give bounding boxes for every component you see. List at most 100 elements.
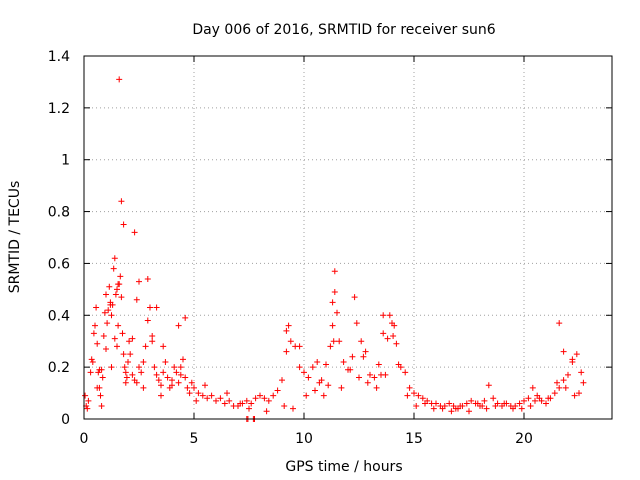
plot-frame	[83, 55, 613, 420]
y-tick-label: 0	[61, 412, 70, 428]
data-point	[578, 369, 585, 376]
data-point	[175, 379, 182, 386]
data-point	[490, 395, 497, 402]
data-point	[188, 379, 195, 386]
data-point	[391, 322, 398, 329]
data-point	[492, 403, 499, 410]
data-point	[378, 371, 384, 378]
data-point	[287, 338, 294, 345]
data-point	[248, 400, 255, 407]
data-point	[123, 374, 130, 381]
data-point	[330, 338, 337, 345]
data-point	[562, 384, 569, 391]
y-tick-label: 0.4	[48, 308, 70, 324]
data-point	[457, 403, 464, 410]
data-point	[112, 291, 119, 298]
data-point	[101, 309, 108, 316]
data-point	[117, 273, 124, 280]
data-point	[380, 312, 387, 319]
data-point	[116, 76, 123, 83]
y-tick-label: 1	[61, 153, 70, 169]
data-point	[140, 358, 147, 365]
data-point	[433, 400, 439, 407]
data-point	[155, 377, 162, 384]
data-point	[97, 392, 104, 399]
data-point	[160, 343, 167, 350]
data-point	[127, 351, 134, 358]
data-point	[483, 405, 490, 412]
y-tick-label: 0.8	[48, 205, 70, 221]
data-point	[180, 356, 186, 363]
data-point	[362, 348, 369, 355]
data-point	[243, 397, 250, 404]
data-point	[169, 382, 175, 389]
data-point	[140, 384, 147, 391]
data-point	[104, 320, 111, 327]
data-point	[466, 408, 472, 415]
data-point	[316, 379, 323, 386]
data-point	[474, 400, 481, 407]
data-point	[439, 405, 446, 412]
data-point	[153, 304, 160, 311]
data-point	[510, 405, 516, 412]
data-point	[89, 358, 96, 365]
data-point	[115, 322, 122, 329]
data-point	[184, 384, 191, 391]
data-point	[93, 304, 100, 311]
data-point	[283, 348, 290, 355]
data-point	[525, 395, 532, 402]
data-point	[406, 384, 413, 391]
data-point	[448, 408, 455, 415]
data-point	[543, 400, 549, 407]
data-point	[331, 288, 338, 295]
data-point	[556, 384, 563, 391]
data-point	[386, 312, 393, 319]
data-point	[129, 335, 136, 342]
data-point	[551, 390, 558, 397]
data-point	[149, 338, 156, 345]
data-point	[360, 353, 367, 360]
data-point	[118, 294, 125, 301]
grid	[84, 56, 612, 419]
data-point	[199, 392, 206, 399]
data-point	[120, 221, 127, 228]
data-point	[108, 364, 115, 371]
data-point	[296, 343, 303, 350]
data-point	[323, 361, 329, 368]
data-point	[329, 299, 336, 306]
data-point	[103, 291, 109, 298]
data-point	[96, 366, 103, 373]
data-point	[224, 390, 230, 397]
data-point	[325, 382, 332, 389]
data-point	[393, 340, 400, 347]
data-point	[303, 392, 310, 399]
data-point	[576, 390, 582, 397]
data-point	[314, 358, 321, 365]
data-point	[153, 371, 160, 378]
data-point	[419, 395, 426, 402]
x-tick-label: 0	[80, 431, 89, 447]
data-point	[119, 330, 126, 337]
data-point	[208, 392, 215, 399]
data-point	[107, 301, 114, 308]
data-point	[95, 369, 102, 376]
data-point	[142, 343, 149, 350]
data-point	[195, 390, 202, 397]
data-point	[430, 405, 437, 412]
data-point	[468, 397, 475, 404]
data-point	[353, 320, 360, 327]
data-point	[136, 364, 142, 371]
data-point	[290, 405, 296, 412]
data-point	[133, 379, 140, 386]
data-point	[296, 364, 303, 371]
data-point	[221, 400, 228, 407]
data-point	[285, 322, 292, 329]
data-point	[569, 356, 576, 363]
data-point	[182, 374, 189, 381]
data-point	[186, 390, 193, 397]
data-point	[283, 327, 290, 334]
data-point	[118, 198, 125, 205]
data-point	[371, 374, 378, 381]
data-point	[175, 322, 182, 329]
